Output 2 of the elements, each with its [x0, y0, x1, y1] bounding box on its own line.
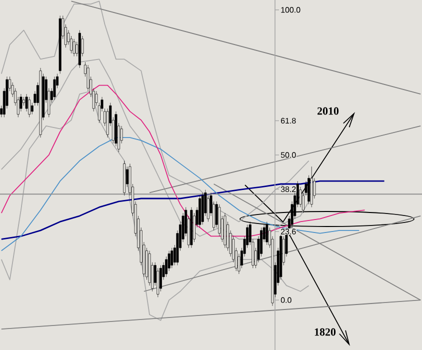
- annotation: 2010: [318, 107, 339, 115]
- annotation: 1820: [314, 328, 336, 336]
